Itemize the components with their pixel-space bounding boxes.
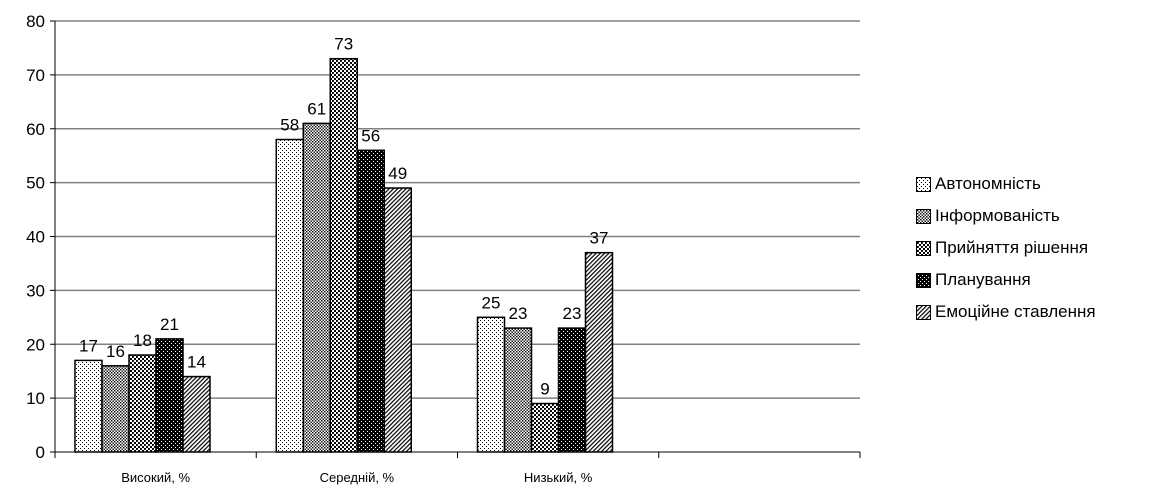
- bar: [302, 122, 331, 453]
- data-label: 37: [590, 229, 609, 248]
- legend-swatch: [916, 240, 931, 256]
- legend-item: Автономність: [916, 168, 1096, 200]
- legend-label: Планування: [935, 270, 1031, 289]
- bar: [383, 187, 412, 453]
- bars: [74, 57, 614, 453]
- y-tick-label: 70: [26, 66, 45, 85]
- data-labels: 17 16 18 21 14 58 61 73 56 49 25 23 9 23 37: [79, 35, 608, 399]
- data-label: 56: [361, 126, 380, 145]
- bar: [74, 359, 103, 453]
- bar: [503, 327, 533, 453]
- bar: [530, 402, 560, 453]
- legend-swatch: [916, 304, 931, 320]
- data-label: 25: [482, 293, 501, 312]
- y-tick-label: 80: [26, 12, 45, 31]
- data-label: 21: [160, 315, 179, 334]
- gridlines: [55, 20, 860, 399]
- legend-item: Емоційне ставлення: [916, 296, 1096, 328]
- bar: [128, 354, 157, 453]
- axes: 0 10 20 30 40 50 60 70 80 Високий, % Середній, % Ни…: [26, 12, 861, 485]
- data-label: 16: [106, 342, 125, 361]
- legend: Автономність Інформованість Прийняття рі…: [916, 168, 1096, 328]
- bar: [182, 375, 211, 453]
- y-tick-label: 60: [26, 120, 45, 139]
- legend-label: Автономність: [935, 174, 1041, 193]
- data-label: 61: [307, 99, 326, 118]
- bar: [275, 138, 304, 453]
- data-label: 73: [334, 35, 353, 54]
- legend-swatch: [916, 272, 931, 288]
- bar: [476, 316, 506, 453]
- data-label: 58: [280, 116, 299, 135]
- legend-item: Планування: [916, 264, 1096, 296]
- bar: [101, 365, 130, 453]
- legend-item: Інформованість: [916, 200, 1096, 232]
- data-label: 18: [133, 331, 152, 350]
- legend-label: Інформованість: [935, 206, 1060, 225]
- legend-swatch: [916, 176, 931, 192]
- x-tick-label: Високий, %: [121, 470, 190, 485]
- legend-item: Прийняття рішення: [916, 232, 1096, 264]
- legend-label: Прийняття рішення: [935, 238, 1089, 257]
- x-tick-label: Низький, %: [524, 470, 593, 485]
- y-tick-label: 10: [26, 389, 45, 408]
- y-tick-label: 40: [26, 228, 45, 247]
- data-label: 14: [187, 353, 206, 372]
- bar: [584, 251, 614, 453]
- y-tick-label: 30: [26, 281, 45, 300]
- y-tick-label: 50: [26, 174, 45, 193]
- data-label: 49: [388, 164, 407, 183]
- data-label: 9: [540, 380, 549, 399]
- legend-swatch: [916, 208, 931, 224]
- bar: [356, 149, 385, 453]
- legend-label: Емоційне ставлення: [935, 302, 1096, 321]
- data-label: 23: [563, 304, 582, 323]
- y-tick-label: 0: [36, 443, 45, 462]
- data-label: 17: [79, 336, 98, 355]
- bar: [329, 57, 358, 453]
- y-tick-label: 20: [26, 335, 45, 354]
- data-label: 23: [509, 304, 528, 323]
- bar: [557, 327, 587, 453]
- x-tick-label: Середній, %: [320, 470, 395, 485]
- bar: [155, 338, 184, 453]
